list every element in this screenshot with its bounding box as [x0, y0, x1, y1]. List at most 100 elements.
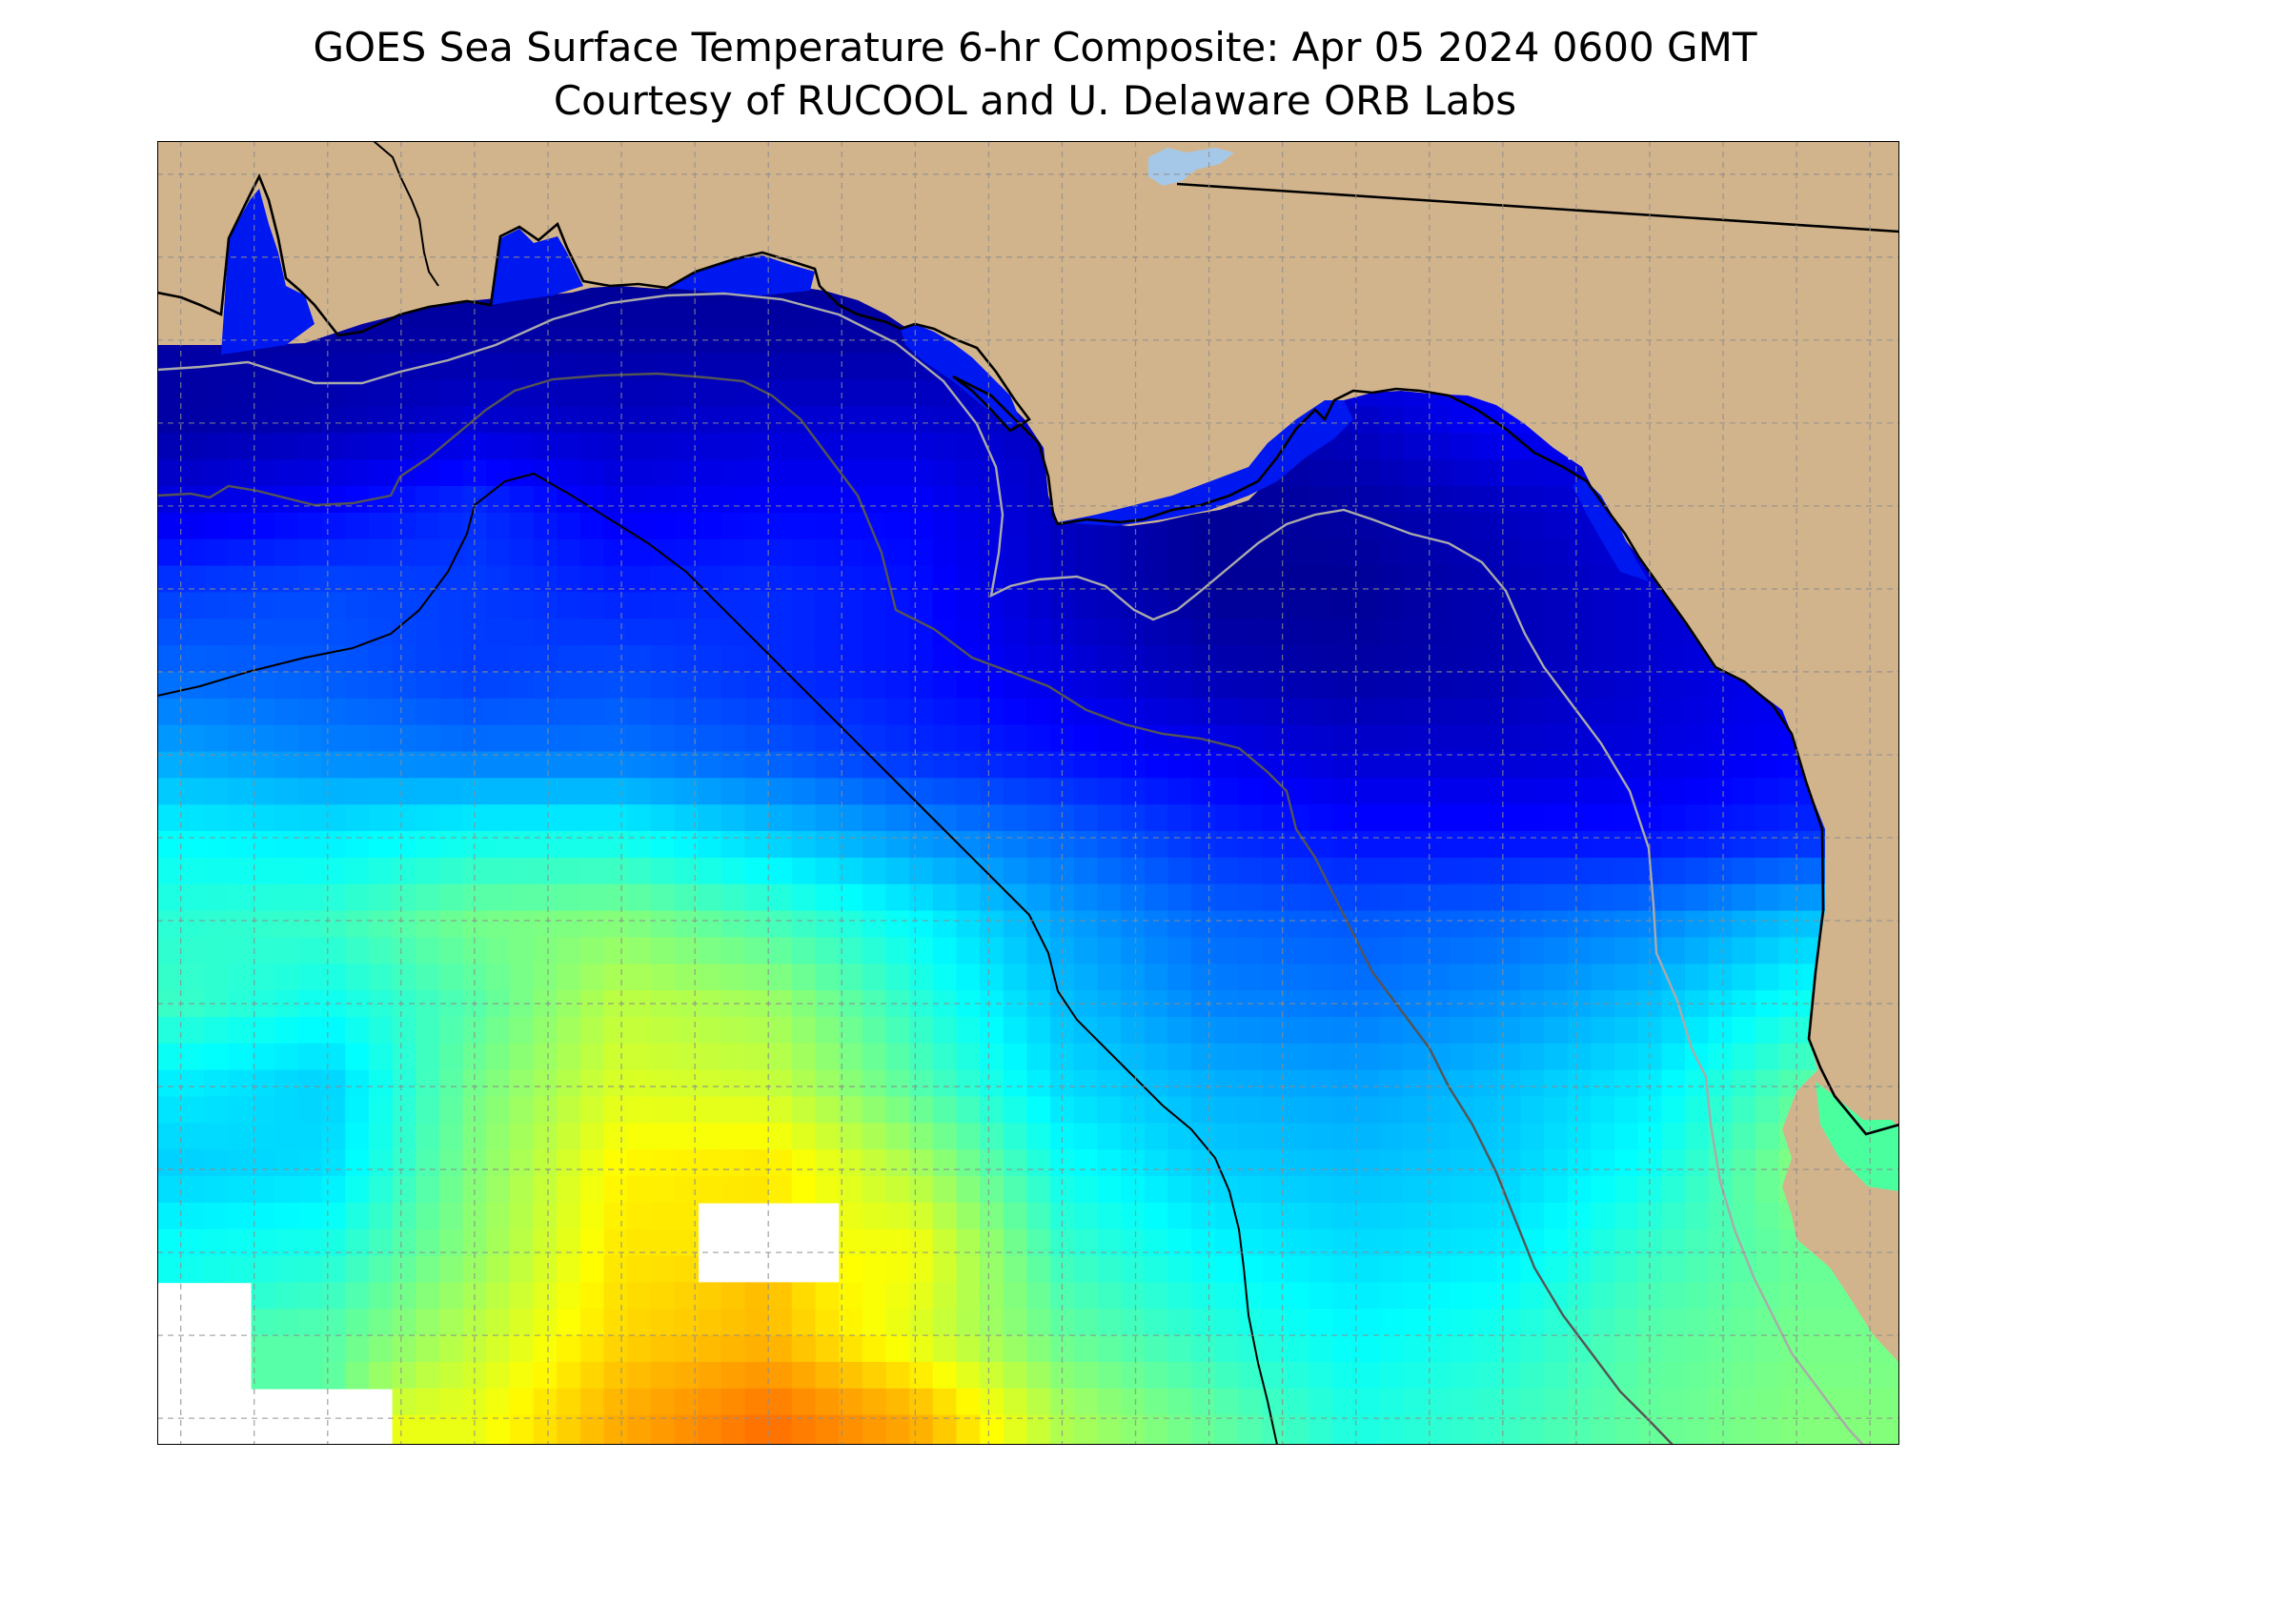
- sst-cell: [1920, 1282, 1945, 1309]
- sst-cell: [1144, 804, 1169, 832]
- sst-cell: [650, 937, 676, 964]
- sst-cell: [1238, 778, 1263, 805]
- sst-cell: [416, 698, 440, 726]
- sst-cell: [438, 831, 464, 859]
- sst-cell: [509, 751, 535, 780]
- sst-cell: [1026, 619, 1051, 646]
- sst-cell: [157, 1202, 182, 1230]
- sst-cell: [909, 1069, 934, 1098]
- sst-cell: [1426, 698, 1451, 726]
- sst-cell: [557, 538, 581, 567]
- sst-cell: [1238, 910, 1263, 939]
- cedar-key-water: [1573, 477, 1649, 581]
- sst-cell: [1755, 751, 1780, 780]
- sst-cell: [1262, 1362, 1287, 1390]
- sst-cell: [1496, 538, 1522, 567]
- sst-cell: [791, 751, 817, 780]
- sst-cell: [486, 883, 511, 912]
- sst-cell: [1544, 831, 1569, 859]
- sst-cell: [298, 1123, 323, 1150]
- sst-cell: [1661, 778, 1686, 805]
- sst-cell: [228, 1123, 253, 1150]
- sst-cell: [1661, 1149, 1686, 1177]
- sst-cell: [885, 645, 910, 673]
- sst-cell: [392, 1388, 417, 1416]
- sst-cell: [650, 1123, 676, 1150]
- sst-cell: [533, 831, 558, 859]
- sst-cell: [557, 619, 581, 646]
- sst-cell: [956, 592, 981, 619]
- x-tick-label: 84°W: [1382, 1469, 1476, 1508]
- sst-cell: [1520, 1069, 1545, 1098]
- sst-cell: [1121, 1017, 1146, 1045]
- sst-cell: [579, 512, 605, 540]
- sst-cell: [251, 1069, 276, 1098]
- sst-cell: [1755, 1149, 1780, 1177]
- sst-cell: [1355, 804, 1381, 832]
- sst-cell: [1685, 831, 1710, 859]
- sst-cell: [1473, 1335, 1498, 1363]
- sst-cell: [486, 910, 511, 939]
- sst-cell: [932, 512, 958, 540]
- sst-cell: [909, 910, 934, 939]
- sst-cell: [956, 1176, 981, 1204]
- sst-cell: [1426, 724, 1451, 753]
- sst-cell: [932, 1176, 958, 1204]
- sst-cell: [1285, 592, 1310, 619]
- sst-cell: [720, 1149, 746, 1177]
- sst-cell: [180, 831, 206, 859]
- sst-cell: [368, 592, 394, 619]
- sst-cell: [579, 883, 605, 912]
- sst-cell: [1309, 1388, 1333, 1416]
- sst-cell: [1238, 1017, 1263, 1045]
- sst-cell: [815, 1335, 840, 1363]
- sst-cell: [438, 1441, 464, 1445]
- sst-cell: [416, 538, 440, 567]
- sst-cell: [1732, 1017, 1756, 1045]
- sst-cell: [1214, 619, 1240, 646]
- sst-cell: [980, 1202, 1004, 1230]
- sst-cell: [1426, 751, 1451, 780]
- sst-cell: [768, 619, 793, 646]
- tampa-bay-water: [1816, 1082, 1899, 1191]
- sst-cell: [579, 433, 605, 460]
- sst-cell: [1003, 724, 1028, 753]
- sst-cell: [1238, 724, 1263, 753]
- sst-cell: [932, 1388, 958, 1416]
- sst-cell: [1496, 1149, 1522, 1177]
- sst-cell: [744, 1149, 769, 1177]
- sst-cell: [486, 1017, 511, 1045]
- sst-cell: [1262, 1468, 1287, 1495]
- sst-cell: [1355, 1096, 1381, 1125]
- sst-cell: [1167, 857, 1192, 885]
- sst-cell: [768, 724, 793, 753]
- sst-cell: [180, 379, 206, 408]
- sst-cell: [1285, 538, 1310, 567]
- sst-cell: [1097, 1388, 1122, 1416]
- sst-cell: [627, 433, 652, 460]
- sst-cell: [932, 433, 958, 460]
- sst-cell: [980, 671, 1004, 700]
- sst-cell: [909, 1388, 934, 1416]
- sst-cell: [885, 353, 910, 381]
- sst-cell: [980, 1441, 1004, 1445]
- sst-cell: [1732, 724, 1756, 753]
- sst-cell: [321, 1309, 347, 1336]
- sst-cell: [1896, 1069, 1899, 1098]
- sst-cell: [345, 512, 370, 540]
- sst-cell: [1214, 883, 1240, 912]
- colorbar-label-c: 20°C: [1949, 1381, 2034, 1420]
- sst-cell: [720, 883, 746, 912]
- sst-cell: [579, 724, 605, 753]
- sst-cell: [627, 1441, 652, 1445]
- sst-cell: [298, 1069, 323, 1098]
- sst-cell: [438, 937, 464, 964]
- sst-cell: [1026, 1441, 1051, 1445]
- sst-cell: [1732, 1043, 1756, 1071]
- sst-cell: [1450, 804, 1474, 832]
- sst-cell: [1191, 1282, 1216, 1309]
- sst-cell: [1167, 1468, 1192, 1495]
- sst-cell: [228, 379, 253, 408]
- sst-cell: [1073, 1255, 1099, 1284]
- sst-cell: [1732, 698, 1756, 726]
